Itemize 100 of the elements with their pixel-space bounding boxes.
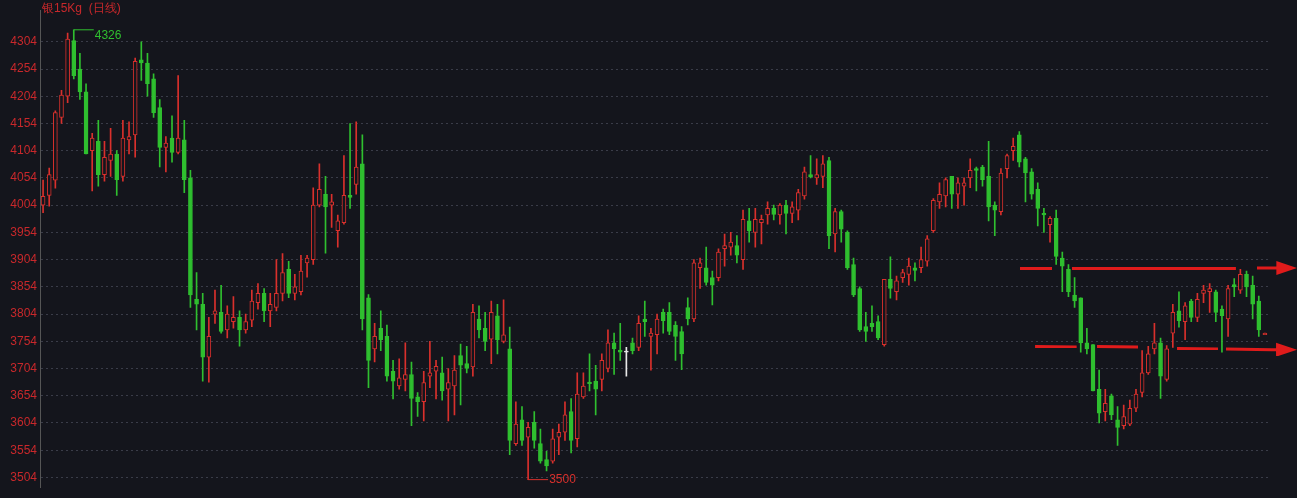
y-tick-label: 4304 (10, 34, 38, 49)
chart-title: 银15Kg (日线) (42, 0, 121, 17)
candlestick (145, 52, 150, 97)
candlestick (986, 141, 991, 222)
candlestick (888, 256, 893, 299)
candlestick (765, 201, 770, 225)
candlestick (108, 128, 113, 177)
candlestick (1201, 284, 1206, 303)
candlestick (403, 342, 408, 392)
candlestick (710, 270, 715, 306)
candlestick (617, 323, 623, 361)
candlestick (679, 326, 684, 370)
candlestick (89, 132, 95, 192)
candlestick (538, 428, 543, 464)
candlestick (151, 73, 156, 118)
candlestick (1115, 406, 1120, 446)
candlestick (1244, 270, 1249, 297)
candlestick (550, 428, 556, 464)
candlestick (845, 230, 850, 270)
y-tick-label: 3804 (10, 306, 38, 321)
candlestick (581, 372, 586, 399)
candlestick (851, 257, 856, 297)
candlestick (1072, 277, 1077, 308)
candlestick (415, 392, 420, 417)
candlestick (53, 110, 58, 189)
y-tick-label: 4004 (10, 197, 38, 212)
candlestick (495, 303, 500, 355)
candlestick (1231, 278, 1237, 297)
candlestick (353, 121, 359, 195)
y-tick-label: 4254 (10, 61, 38, 76)
candlestick (445, 368, 451, 422)
candlestick (1152, 323, 1157, 355)
candlestick (912, 262, 918, 282)
candlestick (1066, 264, 1071, 297)
candlestick (1059, 251, 1065, 293)
candlestick (372, 323, 377, 363)
y-tick-label: 3954 (10, 224, 38, 239)
candlestick (464, 345, 470, 374)
candlestick (501, 299, 506, 344)
y-tick-label: 4104 (10, 143, 38, 158)
candlestick (716, 248, 721, 282)
candlestick (759, 214, 764, 245)
candlestick (280, 253, 285, 302)
candlestick (317, 163, 322, 208)
candlestick (286, 260, 291, 299)
candlestick (673, 321, 678, 361)
candlestick (974, 166, 979, 192)
y-tick-label: 4054 (10, 170, 38, 185)
candlestick (360, 134, 365, 331)
y-tick-label: 3504 (10, 469, 38, 484)
annotation: 3500 (549, 471, 577, 486)
candlestick (857, 286, 863, 332)
y-tick-label: 4204 (10, 88, 38, 103)
candlestick (188, 169, 193, 308)
y-tick-label: 3554 (10, 442, 38, 457)
candlestick (943, 177, 948, 208)
candlestick (544, 450, 549, 472)
candlestick (802, 166, 807, 200)
candlestick (1195, 293, 1200, 323)
candlestick (138, 41, 144, 81)
candlestick (937, 182, 942, 209)
y-tick-label: 3654 (10, 388, 38, 403)
candlestick (347, 123, 353, 209)
candlestick (194, 272, 199, 331)
candlestick (636, 315, 641, 351)
candlestick (630, 337, 635, 355)
candlestick (992, 201, 998, 236)
candlestick (722, 233, 727, 267)
candlestick (728, 232, 734, 256)
annotation: 4326 (94, 28, 122, 43)
candlestick (1250, 275, 1255, 320)
candlestick (452, 355, 457, 416)
candlestick (102, 141, 107, 182)
candlestick (409, 361, 414, 427)
candlestick (366, 294, 371, 388)
candlestick (1238, 269, 1243, 294)
candlestick (1010, 137, 1016, 161)
candlestick (593, 364, 598, 416)
y-tick-label: 3854 (10, 279, 38, 294)
candlestick (667, 302, 672, 336)
y-tick-label: 4154 (10, 115, 38, 130)
candlestick (267, 293, 273, 327)
candlestick (752, 208, 758, 248)
candlestick (900, 269, 905, 283)
y-tick-label: 3754 (10, 333, 38, 348)
candlestick (931, 198, 936, 233)
candlestick (624, 346, 629, 377)
candlestick (323, 175, 328, 254)
candlestick (1158, 337, 1163, 399)
candlestick (1109, 393, 1114, 421)
candlestick (980, 165, 985, 187)
candlestick (808, 155, 813, 179)
candlestick (894, 275, 899, 301)
candlestick (1017, 131, 1022, 168)
candlestick (65, 32, 70, 104)
candlestick (458, 343, 463, 406)
candlestick (1207, 283, 1212, 313)
candlestick (231, 296, 236, 329)
candlestick (1023, 156, 1028, 203)
candlestick (1029, 168, 1034, 200)
